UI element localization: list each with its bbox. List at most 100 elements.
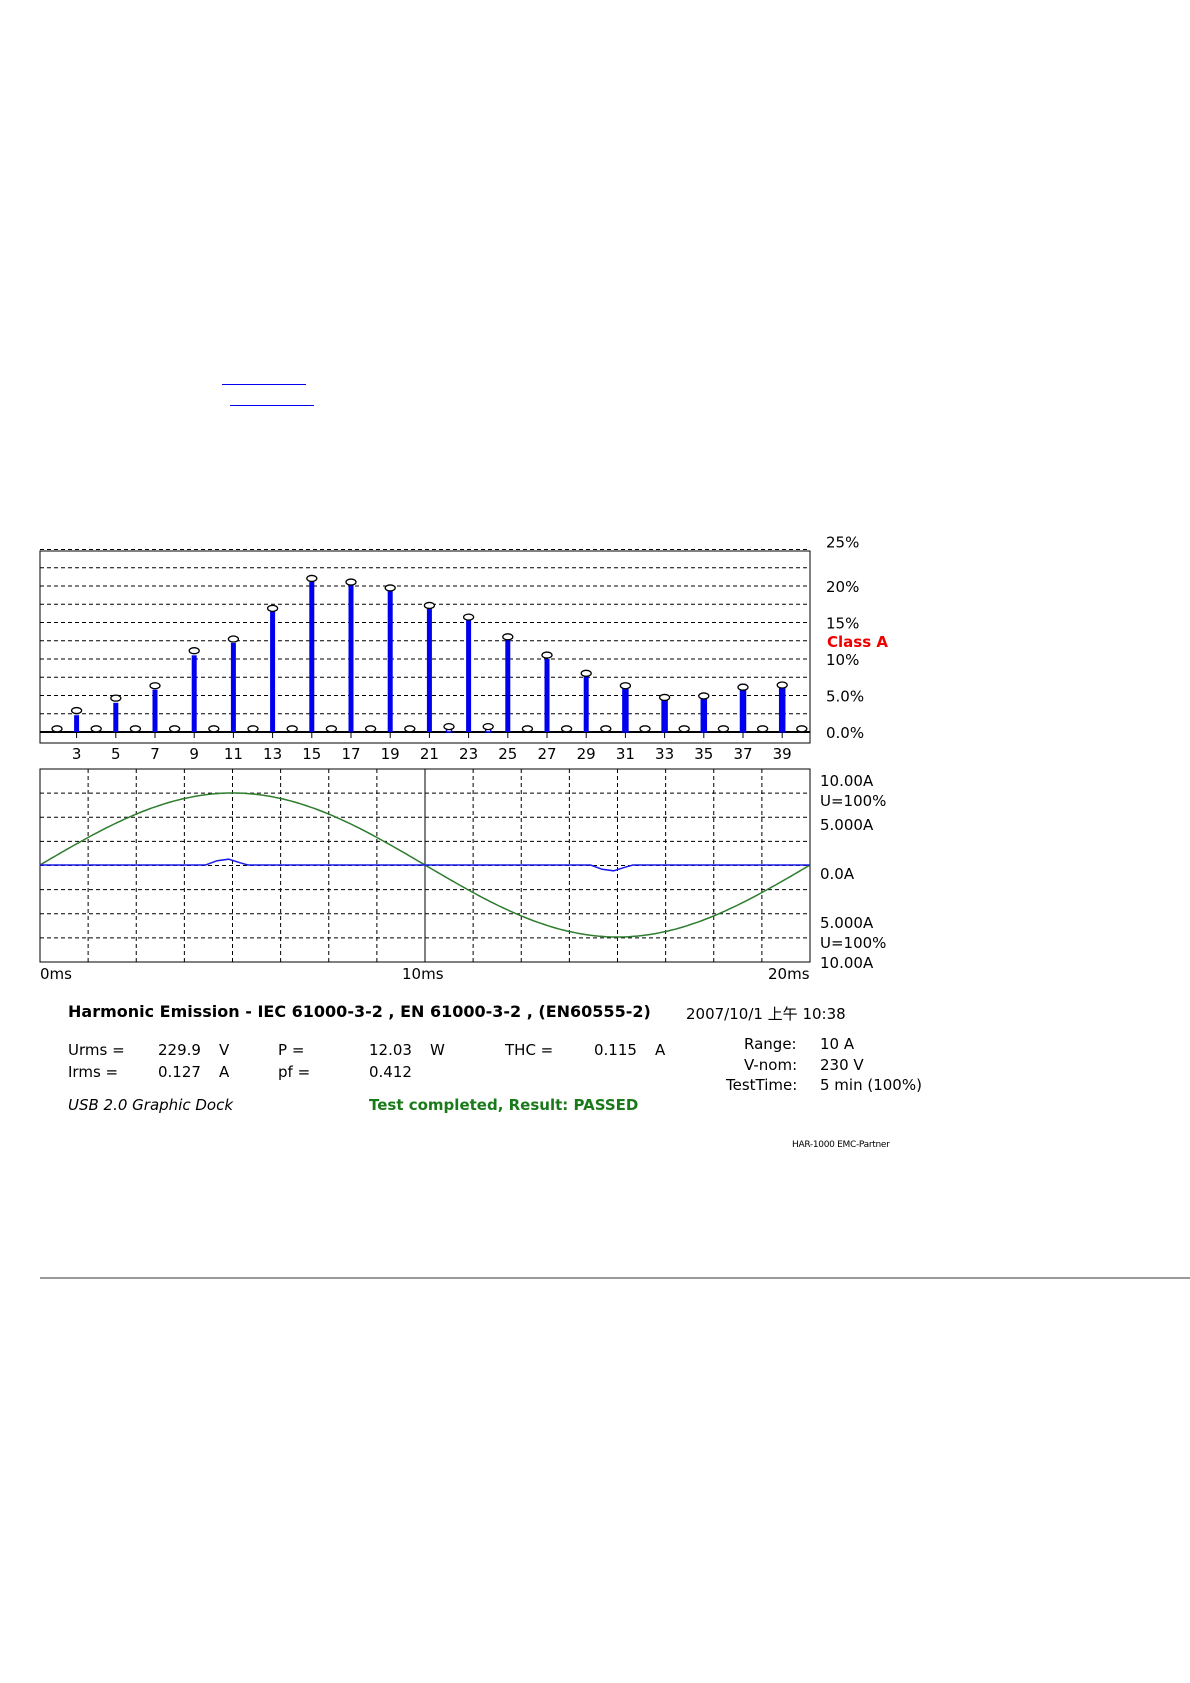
bar-x-tick-label: 5 [111,745,121,763]
harmonic-bar [230,642,236,732]
harmonic-bar [583,675,589,732]
link-underline-1[interactable] [222,384,306,385]
limit-marker [90,725,102,733]
bar-x-tick-label: 3 [72,745,82,763]
bar-chart-frame [39,550,811,744]
wave-y-tick-label: 0.0A [820,865,855,883]
harmonic-bar [426,606,432,732]
pf-value: 0.412 [369,1063,412,1081]
limit-marker [462,613,475,621]
wave-x-tick-label: 10ms [402,965,444,983]
harmonic-bar-fill [662,698,668,732]
harmonic-bar [191,655,197,732]
report-datetime: 2007/10/1 上午 10:38 [686,1005,846,1023]
limit-marker [129,725,142,733]
waveform-y-ticks: 10.00A U=100% 5.000A 0.0A 5.000A U=100% 10.00A [820,772,886,972]
limit-marker [51,725,63,733]
harmonic-bar [309,580,315,732]
bar-x-tick-label: 23 [459,745,478,763]
harmonic-bar [113,702,119,732]
wave-x-tick-label: 20ms [768,965,810,983]
harmonic-bar [74,715,80,732]
device-name: USB 2.0 Graphic Dock [68,1096,234,1114]
limit-marker [168,725,181,733]
limit-marker [737,683,749,691]
wave-x-tick-label: 0ms [40,965,72,983]
wave-y-tick-label: U=100% [820,934,886,952]
bar-x-tick-label: 17 [341,745,360,763]
bar-y-tick-label: 25% [826,534,859,552]
limit-marker [110,694,122,702]
urms-value: 229.9 [158,1041,201,1059]
limit-marker [306,574,318,583]
limit-marker [639,725,651,733]
limit-marker [227,635,240,643]
limit-marker [600,725,612,733]
harmonic-bar-fill [779,686,785,732]
link-underline-2[interactable] [230,405,314,406]
limit-marker [364,725,377,733]
limit-marker [580,669,592,677]
bar-x-tick-label: 21 [420,745,439,763]
limit-marker [149,682,161,690]
limit-marker [188,647,200,655]
testtime-label: TestTime: [726,1076,798,1094]
bar-x-tick-label: 39 [773,745,792,763]
limit-marker [658,693,671,702]
limit-marker [560,725,573,733]
bar-x-tick-label: 31 [616,745,635,763]
waveform-x-ticks: 0ms 10ms 20ms [40,965,810,983]
bar-y-tick-label: 0.0% [826,724,864,742]
limit-marker [286,725,298,733]
test-result: Test completed, Result: PASSED [369,1096,639,1114]
limit-marker [521,725,534,733]
thc-label: THC = [505,1041,554,1059]
brand-mark: HAR-1000 EMC-Partner [792,1140,890,1150]
bar-y-tick-label: 10% [826,651,859,669]
thc-unit: A [655,1041,666,1059]
waveform-chart: 10.00AU=100%5.000A0.0A5.000AU=100%10.00A… [39,768,886,983]
wave-y-tick-label: 10.00A [820,772,874,790]
limit-marker [70,706,83,715]
bar-x-tick-label: 19 [381,745,400,763]
limit-marker [443,722,455,731]
limit-marker [502,633,514,641]
irms-value: 0.127 [158,1063,201,1081]
bar-x-tick-label: 27 [537,745,556,763]
harmonic-bar-chart: 25%20%15%10%5.0%0.0% 3 5 7 9 11 13 15 17 19 21 23 2… [39,534,888,763]
harmonic-bar-fill [701,696,707,732]
vnom-value: 230 V [820,1056,864,1074]
bar-y-tick-label: 20% [826,578,859,596]
bar-x-tick-label: 29 [577,745,596,763]
bar-chart-x-ticks: 3 5 7 9 11 13 15 17 19 21 23 25 27 29 31 33 35 37 39 [72,732,792,763]
harmonic-bar-fill [622,686,628,732]
bar-chart-marks [51,574,808,733]
limit-marker [208,725,220,733]
bar-x-tick-label: 7 [150,745,160,763]
bar-x-tick-label: 35 [694,745,713,763]
testtime-value: 5 min (100%) [820,1076,922,1094]
limit-marker [266,604,279,613]
limit-marker [482,722,494,731]
report-title: Harmonic Emission - IEC 61000-3-2 , EN 6… [68,1002,651,1021]
class-annotation: Class A [827,633,888,651]
irms-unit: A [219,1063,230,1081]
limit-marker [717,725,730,733]
limit-marker [325,725,338,733]
limit-marker [384,584,396,592]
bar-y-tick-label: 5.0% [826,688,864,706]
wave-y-tick-label: U=100% [820,792,886,810]
current-waveform [40,858,810,872]
bar-x-tick-label: 9 [189,745,199,763]
pf-label: pf = [278,1063,311,1081]
bar-x-tick-label: 11 [224,745,243,763]
limit-marker [404,725,416,733]
vnom-label: V-nom: [744,1056,798,1074]
urms-label: Urms = [68,1041,125,1059]
limit-marker [678,725,690,733]
harmonic-bar [387,588,393,732]
limit-marker [423,601,436,610]
p-label: P = [278,1041,305,1059]
harmonic-bar [466,618,472,732]
